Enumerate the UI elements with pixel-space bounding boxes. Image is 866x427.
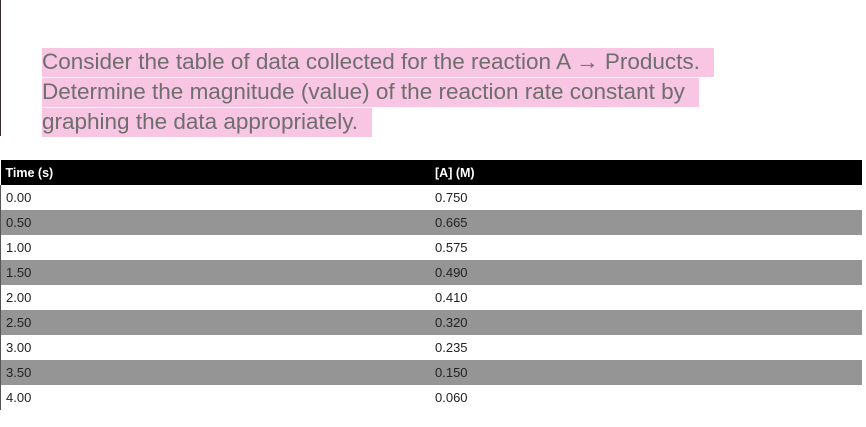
question-text: Determine the magnitude (value) of the r…	[42, 78, 699, 107]
question-line: Consider the table of data collected for…	[42, 47, 714, 77]
table-cell: 0.490	[430, 260, 862, 285]
question-text: Consider the table of data collected for…	[42, 48, 714, 77]
table-row: 3.00 0.235	[0, 335, 862, 360]
question-text: graphing the data appropriately.	[42, 108, 373, 137]
table-row: 0.50 0.665	[0, 210, 862, 235]
question-line: Determine the magnitude (value) of the r…	[42, 77, 714, 107]
table-cell: 0.575	[435, 240, 468, 255]
table-row: 1.00 0.575	[0, 235, 862, 260]
table-cell: 1.50	[0, 260, 430, 285]
header-cell: Time (s)	[0, 160, 430, 185]
table-cell: 0.320	[430, 310, 862, 335]
table-cell: 3.50	[0, 360, 430, 385]
table-cell: 0.150	[430, 360, 862, 385]
table-cell: 0.00	[0, 185, 430, 210]
table-cell: 1.00	[0, 235, 430, 260]
table-row: 1.50 0.490	[0, 260, 862, 285]
table-row: 0.00 0.750	[0, 185, 862, 210]
table-cell: 4.00	[0, 385, 430, 410]
table-cell: 0.235	[435, 340, 468, 355]
window-edge	[0, 0, 1, 136]
question: Consider the table of data collected for…	[42, 47, 714, 137]
table-cell: 0.50	[0, 210, 430, 235]
table-row: 2.00 0.410	[0, 285, 862, 310]
table-cell: 3.00	[0, 335, 430, 360]
header-cell: [A] (M)	[430, 160, 862, 185]
table-cell: 2.00	[0, 285, 430, 310]
question-line: graphing the data appropriately.	[42, 107, 714, 137]
header-row: Time (s) [A] (M)	[0, 160, 862, 185]
table-row: 4.00 0.060	[0, 385, 862, 410]
table-row: 3.50 0.150	[0, 360, 862, 385]
table-cell: 0.750	[435, 190, 468, 205]
table-cell: 0.665	[430, 210, 862, 235]
data-table: Time (s) [A] (M) 0.00 0.750 0.50 0.665 1.00 0.…	[0, 160, 862, 410]
table-cell: 0.060	[435, 390, 468, 405]
table-row: 2.50 0.320	[0, 310, 862, 335]
table-body: 0.00 0.750 0.50 0.665 1.00 0.575 1.50 0.490 2.00…	[0, 185, 862, 410]
table-cell: 2.50	[0, 310, 430, 335]
table-cell: 0.410	[435, 290, 468, 305]
